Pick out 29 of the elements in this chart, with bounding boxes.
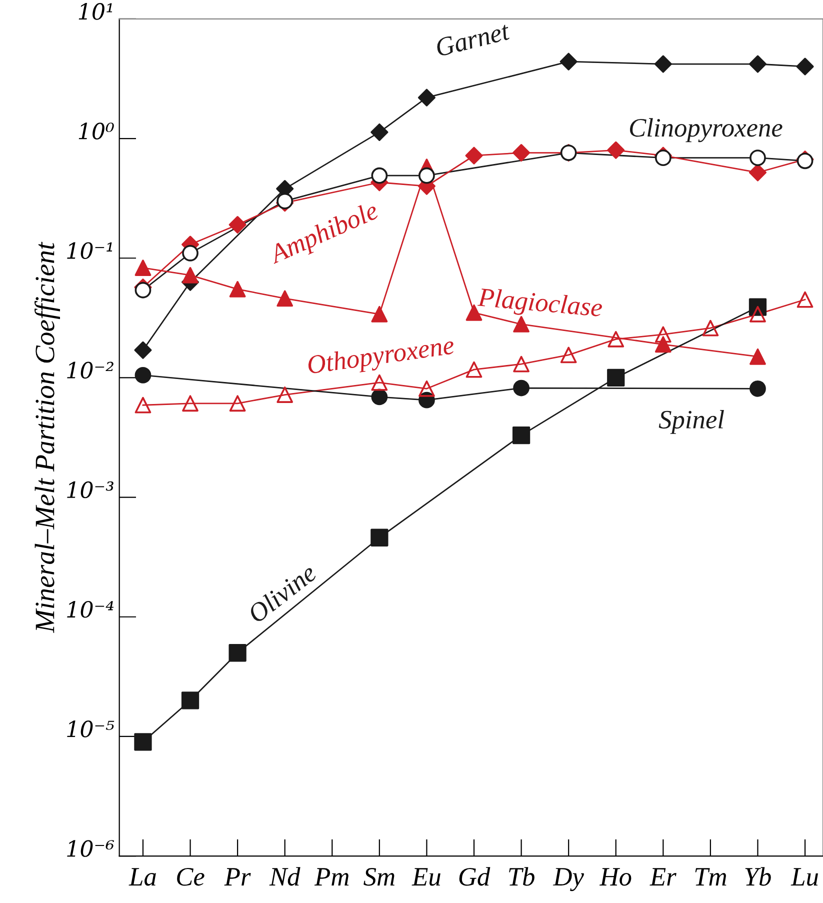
series-label: Spinel	[658, 410, 724, 434]
x-tick-label: Eu	[412, 868, 440, 886]
x-tick-label: Pr	[224, 868, 251, 886]
y-tick-label: 10¹	[78, 3, 112, 20]
y-tick-label: 10⁻³	[67, 481, 114, 498]
x-tick-label: Yb	[745, 867, 771, 886]
x-tick-label: Ho	[599, 868, 632, 886]
series-label: Clinopyroxene	[630, 118, 782, 142]
series-label: Plagioclase	[476, 287, 603, 322]
y-tick-label: 10⁻⁶	[67, 840, 114, 857]
x-tick-label: Tm	[695, 868, 726, 886]
x-tick-label: Er	[650, 868, 676, 886]
y-tick-label: 10⁰	[78, 122, 114, 140]
x-tick-label: Lu	[790, 868, 818, 886]
x-tick-label: Sm	[364, 868, 394, 886]
y-tick-label: 10⁻⁴	[67, 600, 114, 618]
x-tick-label: Dy	[552, 868, 584, 892]
x-tick-label: La	[128, 868, 156, 886]
y-axis-title: Mineral–Melt Partition Coefficient	[34, 242, 60, 634]
text: Othopyroxene	[306, 335, 456, 380]
x-tick-label: Nd	[269, 867, 300, 886]
x-tick-label: Pm	[314, 868, 349, 886]
x-tick-label: Gd	[459, 867, 490, 886]
y-tick-label: 10⁻²	[67, 362, 114, 379]
text: Garnet	[435, 22, 511, 57]
x-tick-label: Ce	[177, 868, 204, 886]
x-tick-label: Tb	[509, 867, 534, 886]
y-tick-label: 10⁻⁵	[67, 720, 114, 738]
y-tick-label: 10⁻¹	[67, 242, 112, 260]
